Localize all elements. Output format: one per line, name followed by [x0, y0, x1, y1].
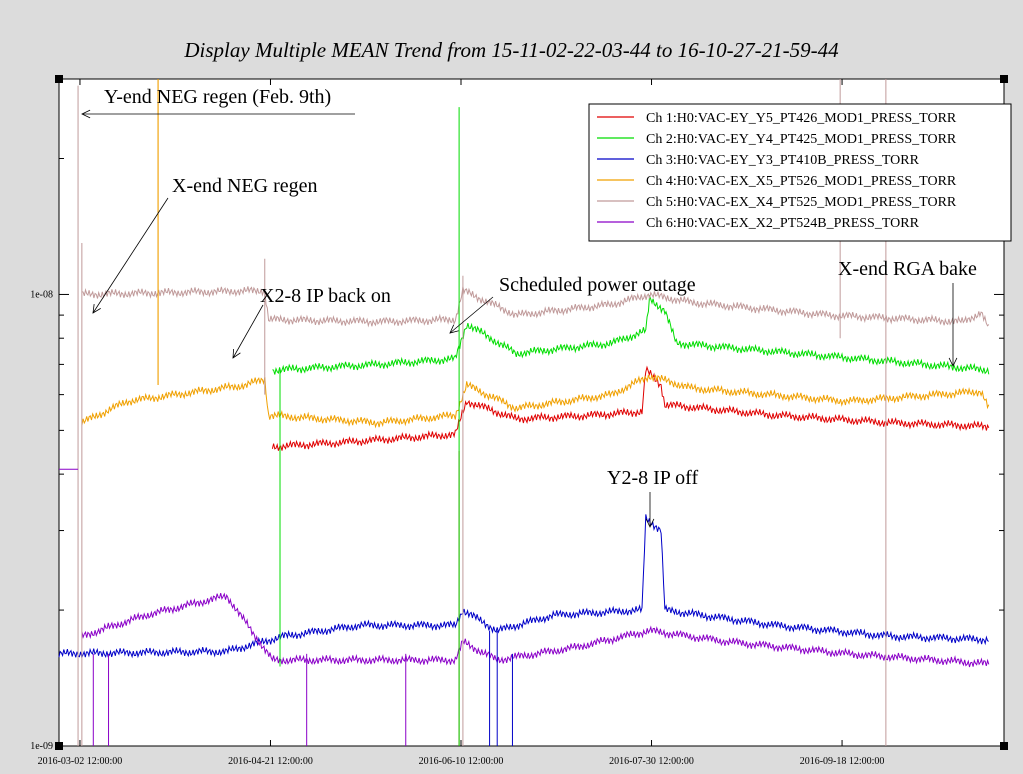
x-tick-label: 2016-07-30 12:00:00 — [609, 756, 694, 767]
arrow-head — [948, 357, 958, 367]
y-tick-label: 1e-09 — [30, 741, 53, 752]
legend-entry: Ch 6:H0:VAC-EX_X2_PT524B_PRESS_TORR — [646, 216, 920, 231]
annotation-label: X-end NEG regen — [172, 175, 318, 197]
corner-marker — [1000, 75, 1008, 83]
legend-entry: Ch 2:H0:VAC-EY_Y4_PT425_MOD1_PRESS_TORR — [646, 132, 957, 147]
x-tick-label: 2016-04-21 12:00:00 — [228, 756, 313, 767]
legend-entry: Ch 5:H0:VAC-EX_X4_PT525_MOD1_PRESS_TORR — [646, 195, 957, 210]
series-lines — [58, 286, 990, 668]
corner-marker — [55, 742, 63, 750]
series-line — [81, 374, 990, 429]
y-tick-label: 1e-08 — [30, 289, 53, 300]
corner-marker — [1000, 742, 1008, 750]
annotation-arrow — [232, 304, 264, 359]
annotation-arrow — [449, 296, 494, 334]
corner-marker — [55, 75, 63, 83]
annotation-label: Y-end NEG regen (Feb. 9th) — [104, 86, 331, 108]
legend: Ch 1:H0:VAC-EY_Y5_PT426_MOD1_PRESS_TORR C… — [588, 103, 1012, 242]
annotation-label: X-end RGA bake — [838, 258, 977, 280]
annotation-label: Y2-8 IP off — [607, 467, 698, 489]
x-tick-label: 2016-06-10 12:00:00 — [419, 756, 504, 767]
arrow-head — [81, 109, 91, 119]
series-line — [272, 295, 990, 375]
legend-entry: Ch 3:H0:VAC-EY_Y3_PT410B_PRESS_TORR — [646, 153, 920, 168]
annotation-arrow — [92, 197, 169, 314]
series-line — [81, 286, 990, 328]
legend-box — [588, 103, 1012, 242]
annotation-label: Scheduled power outage — [499, 274, 696, 296]
arrow-head — [92, 304, 101, 314]
series-line — [58, 514, 989, 659]
series-line — [81, 592, 990, 668]
legend-entry: Ch 4:H0:VAC-EX_X5_PT526_MOD1_PRESS_TORR — [646, 174, 957, 189]
arrow-head — [645, 518, 655, 528]
arrow-head — [449, 324, 459, 334]
series-line — [271, 365, 990, 451]
x-tick-label: 2016-09-18 12:00:00 — [800, 756, 885, 767]
chart-title: Display Multiple MEAN Trend from 15-11-0… — [184, 38, 839, 62]
legend-entry: Ch 1:H0:VAC-EY_Y5_PT426_MOD1_PRESS_TORR — [646, 111, 957, 126]
tick-labels: 2016-03-02 12:00:00 2016-04-21 12:00:00 20… — [30, 289, 884, 767]
x-tick-label: 2016-03-02 12:00:00 — [38, 756, 123, 767]
annotation-label: X2-8 IP back on — [260, 285, 391, 307]
annotations: Y-end NEG regen (Feb. 9th) X-end NEG rege… — [81, 86, 977, 528]
arrow-head — [232, 348, 241, 359]
